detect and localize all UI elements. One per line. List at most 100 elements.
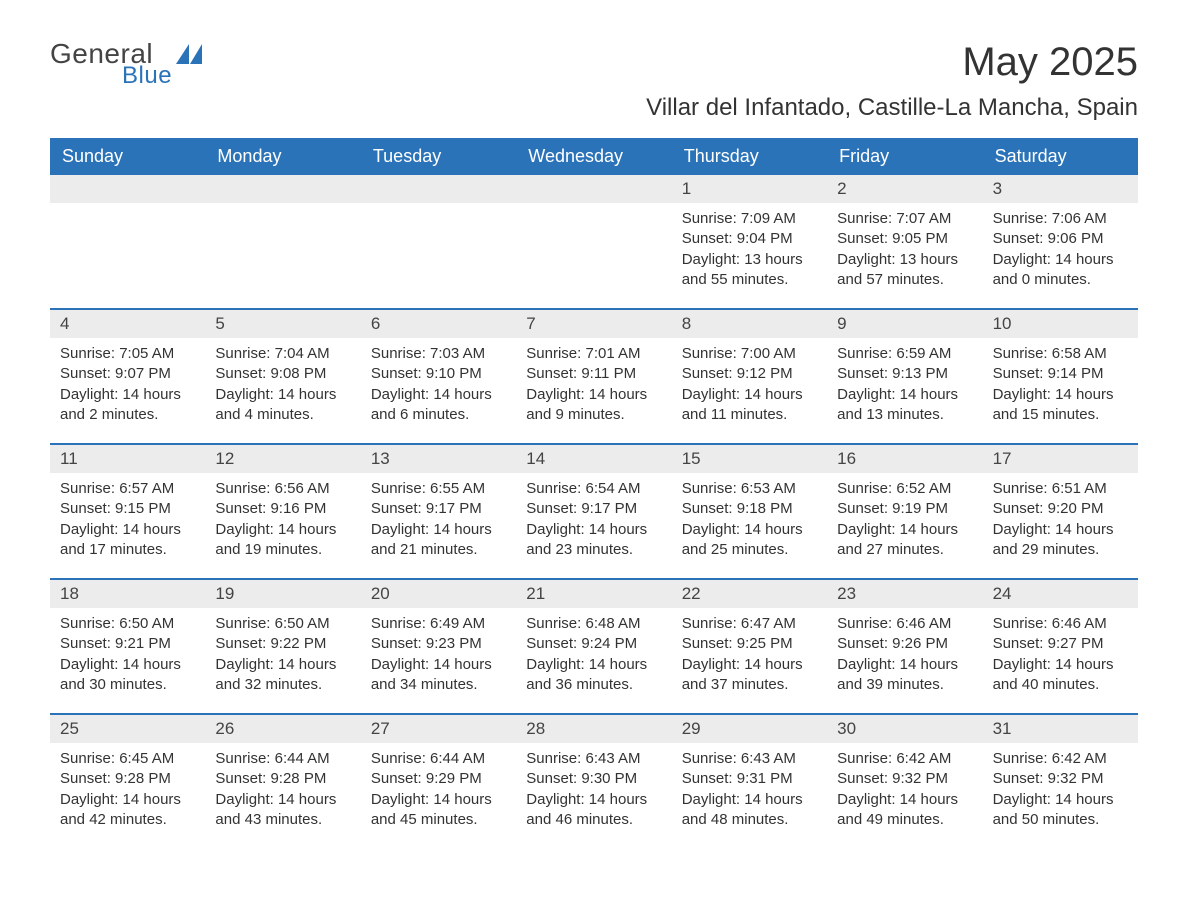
calendar-cell: 12Sunrise: 6:56 AMSunset: 9:16 PMDayligh… (205, 445, 360, 578)
day-details: Sunrise: 6:46 AMSunset: 9:27 PMDaylight:… (983, 608, 1138, 695)
calendar-week: 1Sunrise: 7:09 AMSunset: 9:04 PMDaylight… (50, 175, 1138, 308)
sunrise-text: Sunrise: 6:46 AM (993, 614, 1128, 634)
day-details: Sunrise: 6:54 AMSunset: 9:17 PMDaylight:… (516, 473, 671, 560)
sunrise-text: Sunrise: 7:01 AM (526, 344, 661, 364)
daylight-text: Daylight: 14 hours and 30 minutes. (60, 655, 195, 696)
day-number: 31 (983, 715, 1138, 743)
calendar-cell: 7Sunrise: 7:01 AMSunset: 9:11 PMDaylight… (516, 310, 671, 443)
sunset-text: Sunset: 9:17 PM (371, 499, 506, 519)
calendar-cell: 20Sunrise: 6:49 AMSunset: 9:23 PMDayligh… (361, 580, 516, 713)
day-number (205, 175, 360, 203)
daylight-text: Daylight: 14 hours and 11 minutes. (682, 385, 817, 426)
daylight-text: Daylight: 14 hours and 23 minutes. (526, 520, 661, 561)
sunrise-text: Sunrise: 6:58 AM (993, 344, 1128, 364)
day-details: Sunrise: 6:56 AMSunset: 9:16 PMDaylight:… (205, 473, 360, 560)
day-number: 17 (983, 445, 1138, 473)
day-details: Sunrise: 7:03 AMSunset: 9:10 PMDaylight:… (361, 338, 516, 425)
calendar-cell-blank (516, 175, 671, 308)
sunset-text: Sunset: 9:30 PM (526, 769, 661, 789)
daylight-text: Daylight: 14 hours and 34 minutes. (371, 655, 506, 696)
day-number (361, 175, 516, 203)
sunrise-text: Sunrise: 6:53 AM (682, 479, 817, 499)
daylight-text: Daylight: 14 hours and 46 minutes. (526, 790, 661, 831)
day-details: Sunrise: 6:53 AMSunset: 9:18 PMDaylight:… (672, 473, 827, 560)
day-number: 11 (50, 445, 205, 473)
day-details: Sunrise: 6:42 AMSunset: 9:32 PMDaylight:… (827, 743, 982, 830)
sunrise-text: Sunrise: 6:49 AM (371, 614, 506, 634)
day-details: Sunrise: 6:57 AMSunset: 9:15 PMDaylight:… (50, 473, 205, 560)
day-details: Sunrise: 6:44 AMSunset: 9:29 PMDaylight:… (361, 743, 516, 830)
day-header: Monday (205, 138, 360, 175)
calendar-cell: 1Sunrise: 7:09 AMSunset: 9:04 PMDaylight… (672, 175, 827, 308)
sunrise-text: Sunrise: 6:44 AM (215, 749, 350, 769)
day-number: 16 (827, 445, 982, 473)
daylight-text: Daylight: 14 hours and 49 minutes. (837, 790, 972, 831)
sunset-text: Sunset: 9:22 PM (215, 634, 350, 654)
page-title: May 2025 (962, 40, 1138, 85)
sunrise-text: Sunrise: 6:46 AM (837, 614, 972, 634)
sunset-text: Sunset: 9:23 PM (371, 634, 506, 654)
daylight-text: Daylight: 14 hours and 40 minutes. (993, 655, 1128, 696)
calendar-cell: 27Sunrise: 6:44 AMSunset: 9:29 PMDayligh… (361, 715, 516, 848)
calendar-week: 4Sunrise: 7:05 AMSunset: 9:07 PMDaylight… (50, 308, 1138, 443)
sunrise-text: Sunrise: 6:50 AM (60, 614, 195, 634)
sunset-text: Sunset: 9:16 PM (215, 499, 350, 519)
day-number: 8 (672, 310, 827, 338)
day-details: Sunrise: 6:55 AMSunset: 9:17 PMDaylight:… (361, 473, 516, 560)
day-details: Sunrise: 6:51 AMSunset: 9:20 PMDaylight:… (983, 473, 1138, 560)
daylight-text: Daylight: 14 hours and 32 minutes. (215, 655, 350, 696)
sunrise-text: Sunrise: 7:09 AM (682, 209, 817, 229)
sunrise-text: Sunrise: 6:51 AM (993, 479, 1128, 499)
day-number: 14 (516, 445, 671, 473)
calendar-cell: 6Sunrise: 7:03 AMSunset: 9:10 PMDaylight… (361, 310, 516, 443)
calendar-cell: 29Sunrise: 6:43 AMSunset: 9:31 PMDayligh… (672, 715, 827, 848)
day-number: 25 (50, 715, 205, 743)
day-details: Sunrise: 6:52 AMSunset: 9:19 PMDaylight:… (827, 473, 982, 560)
logo-triangle-icon (176, 44, 202, 69)
sunrise-text: Sunrise: 6:43 AM (526, 749, 661, 769)
sunrise-text: Sunrise: 7:07 AM (837, 209, 972, 229)
day-details: Sunrise: 6:49 AMSunset: 9:23 PMDaylight:… (361, 608, 516, 695)
day-details: Sunrise: 6:47 AMSunset: 9:25 PMDaylight:… (672, 608, 827, 695)
day-number (516, 175, 671, 203)
logo-word-blue: Blue (122, 64, 172, 88)
day-number: 7 (516, 310, 671, 338)
day-number: 12 (205, 445, 360, 473)
sunrise-text: Sunrise: 6:55 AM (371, 479, 506, 499)
day-details: Sunrise: 7:06 AMSunset: 9:06 PMDaylight:… (983, 203, 1138, 290)
day-details: Sunrise: 6:44 AMSunset: 9:28 PMDaylight:… (205, 743, 360, 830)
day-details: Sunrise: 7:04 AMSunset: 9:08 PMDaylight:… (205, 338, 360, 425)
sunset-text: Sunset: 9:32 PM (993, 769, 1128, 789)
day-details: Sunrise: 7:05 AMSunset: 9:07 PMDaylight:… (50, 338, 205, 425)
sunset-text: Sunset: 9:27 PM (993, 634, 1128, 654)
sunset-text: Sunset: 9:11 PM (526, 364, 661, 384)
daylight-text: Daylight: 14 hours and 45 minutes. (371, 790, 506, 831)
day-header: Saturday (983, 138, 1138, 175)
calendar-cell-blank (361, 175, 516, 308)
day-number: 13 (361, 445, 516, 473)
sunrise-text: Sunrise: 7:04 AM (215, 344, 350, 364)
sunset-text: Sunset: 9:32 PM (837, 769, 972, 789)
day-number: 6 (361, 310, 516, 338)
day-number: 18 (50, 580, 205, 608)
sunset-text: Sunset: 9:14 PM (993, 364, 1128, 384)
day-details: Sunrise: 6:43 AMSunset: 9:30 PMDaylight:… (516, 743, 671, 830)
daylight-text: Daylight: 14 hours and 39 minutes. (837, 655, 972, 696)
calendar-cell: 25Sunrise: 6:45 AMSunset: 9:28 PMDayligh… (50, 715, 205, 848)
sunrise-text: Sunrise: 6:54 AM (526, 479, 661, 499)
sunrise-text: Sunrise: 6:52 AM (837, 479, 972, 499)
sunrise-text: Sunrise: 6:42 AM (837, 749, 972, 769)
day-details: Sunrise: 6:48 AMSunset: 9:24 PMDaylight:… (516, 608, 671, 695)
day-details: Sunrise: 7:00 AMSunset: 9:12 PMDaylight:… (672, 338, 827, 425)
day-number (50, 175, 205, 203)
sunset-text: Sunset: 9:04 PM (682, 229, 817, 249)
day-number: 27 (361, 715, 516, 743)
sunset-text: Sunset: 9:29 PM (371, 769, 506, 789)
sunset-text: Sunset: 9:17 PM (526, 499, 661, 519)
day-number: 20 (361, 580, 516, 608)
sunrise-text: Sunrise: 6:59 AM (837, 344, 972, 364)
sunset-text: Sunset: 9:31 PM (682, 769, 817, 789)
calendar-cell: 17Sunrise: 6:51 AMSunset: 9:20 PMDayligh… (983, 445, 1138, 578)
day-details: Sunrise: 6:58 AMSunset: 9:14 PMDaylight:… (983, 338, 1138, 425)
sunset-text: Sunset: 9:28 PM (215, 769, 350, 789)
